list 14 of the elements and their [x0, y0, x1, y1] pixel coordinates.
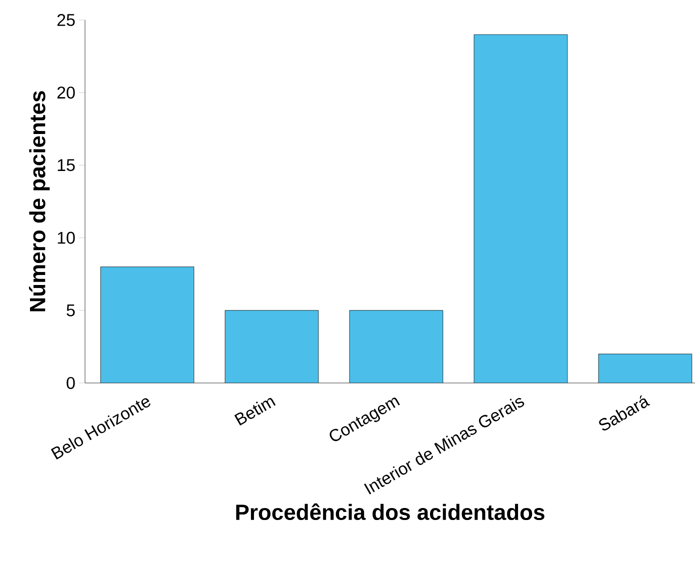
y-tick-label: 20: [57, 86, 75, 99]
y-tick-label: 5: [66, 304, 75, 316]
bar: [225, 310, 318, 383]
y-tick-label: 0: [66, 376, 75, 390]
bar: [100, 266, 194, 383]
bar: [350, 310, 443, 383]
y-tick-label: 25: [57, 14, 75, 26]
x-axis-title: Procedência dos acidentados: [236, 503, 544, 520]
bar: [474, 34, 568, 383]
x-tick-label: Betim: [234, 398, 276, 426]
bar: [598, 354, 692, 383]
y-tick-label: 15: [58, 159, 75, 172]
y-axis-title: Número de pacientes: [28, 91, 50, 312]
y-tick-label: 10: [58, 232, 75, 244]
